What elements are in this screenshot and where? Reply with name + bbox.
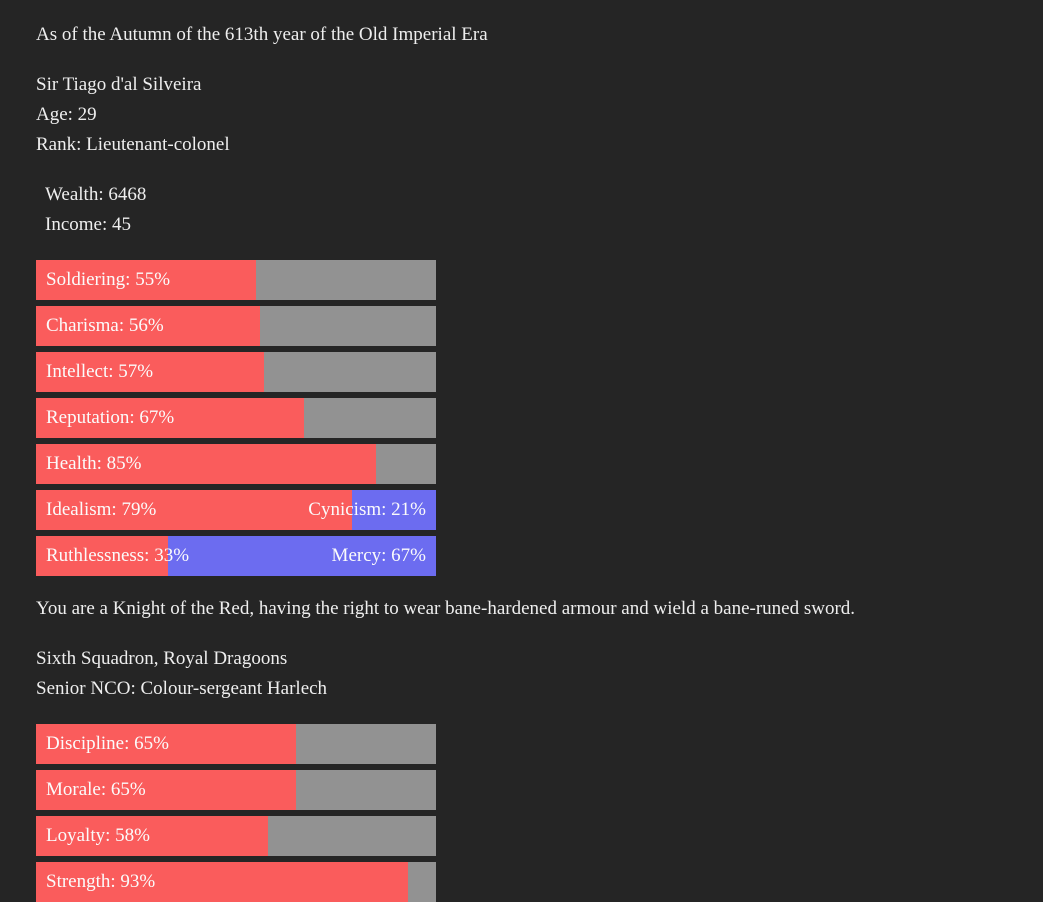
stat-bar-label: Idealism: 79% <box>46 499 157 520</box>
stat-bar-labels: Discipline: 65% <box>36 724 436 764</box>
stat-bar-fill <box>36 536 168 576</box>
character-age: Age: 29 <box>36 104 97 125</box>
unit-senior-nco: Senior NCO: Colour-sergeant Harlech <box>36 678 328 699</box>
stat-bar-health: Health: 85% <box>36 444 436 484</box>
stat-bar-label: Loyalty: 58% <box>46 825 150 846</box>
unit-info: Sixth Squadron, Royal Dragoons Senior NC… <box>36 644 1007 704</box>
stat-bar-opposed-label: Cynicism: 21% <box>308 499 426 520</box>
stat-bar-labels: Charisma: 56% <box>36 306 436 346</box>
stat-bar-strength: Strength: 93% <box>36 862 436 902</box>
character-rank: Rank: Lieutenant-colonel <box>36 134 230 155</box>
stat-bar-ruthlessness-mercy: Ruthlessness: 33% Mercy: 67% <box>36 536 436 576</box>
stat-bar-intellect: Intellect: 57% <box>36 352 436 392</box>
character-name: Sir Tiago d'al Silveira <box>36 74 202 95</box>
stat-bar-soldiering: Soldiering: 55% <box>36 260 436 300</box>
stat-bar-loyalty: Loyalty: 58% <box>36 816 436 856</box>
stat-bar-opposed-label: Mercy: 67% <box>331 545 426 566</box>
stat-bar-fill <box>36 862 408 902</box>
squadron-stat-bars: Discipline: 65% Morale: 65% Loyalty: 58% St… <box>36 724 1007 902</box>
stat-bar-fill <box>36 306 260 346</box>
stat-bar-labels: Reputation: 67% <box>36 398 436 438</box>
stat-bar-morale: Morale: 65% <box>36 770 436 810</box>
stat-bar-fill <box>36 490 352 530</box>
stat-bar-fill <box>36 260 256 300</box>
stat-bar-label: Reputation: 67% <box>46 407 175 428</box>
stat-bar-reputation: Reputation: 67% <box>36 398 436 438</box>
stat-bar-fill <box>36 770 296 810</box>
stat-bar-label: Intellect: 57% <box>46 361 154 382</box>
stat-bar-charisma: Charisma: 56% <box>36 306 436 346</box>
stat-bar-idealism-cynicism: Idealism: 79% Cynicism: 21% <box>36 490 436 530</box>
stat-bar-fill <box>36 398 304 438</box>
stat-bar-label: Charisma: 56% <box>46 315 164 336</box>
stat-bar-label: Morale: 65% <box>46 779 146 800</box>
wealth-line: Wealth: 6468 <box>45 184 147 205</box>
stat-bar-labels: Soldiering: 55% <box>36 260 436 300</box>
stat-bar-fill <box>36 352 264 392</box>
character-info: Sir Tiago d'al Silveira Age: 29 Rank: Li… <box>36 70 1007 160</box>
stat-bar-fill <box>36 816 268 856</box>
stat-bar-label: Strength: 93% <box>46 871 156 892</box>
stat-bar-labels: Intellect: 57% <box>36 352 436 392</box>
date-line: As of the Autumn of the 613th year of th… <box>36 24 488 45</box>
stat-bar-labels: Health: 85% <box>36 444 436 484</box>
stat-bar-fill <box>36 444 376 484</box>
stat-bar-labels: Loyalty: 58% <box>36 816 436 856</box>
stat-bar-labels: Morale: 65% <box>36 770 436 810</box>
income-line: Income: 45 <box>45 214 132 235</box>
stat-bar-labels: Idealism: 79% Cynicism: 21% <box>36 490 436 530</box>
stat-bar-labels: Strength: 93% <box>36 862 436 902</box>
stat-bar-label: Ruthlessness: 33% <box>46 545 190 566</box>
unit-name: Sixth Squadron, Royal Dragoons <box>36 648 288 669</box>
character-finances: Wealth: 6468 Income: 45 <box>36 180 1007 240</box>
character-stat-bars: Soldiering: 55% Charisma: 56% Intellect: 5… <box>36 260 1007 576</box>
stat-bar-label: Health: 85% <box>46 453 142 474</box>
stat-bar-label: Discipline: 65% <box>46 733 169 754</box>
stat-bar-discipline: Discipline: 65% <box>36 724 436 764</box>
stat-bar-labels: Ruthlessness: 33% Mercy: 67% <box>36 536 436 576</box>
stat-bar-fill <box>36 724 296 764</box>
stat-bar-label: Soldiering: 55% <box>46 269 171 290</box>
knighthood-text: You are a Knight of the Red, having the … <box>36 598 856 619</box>
